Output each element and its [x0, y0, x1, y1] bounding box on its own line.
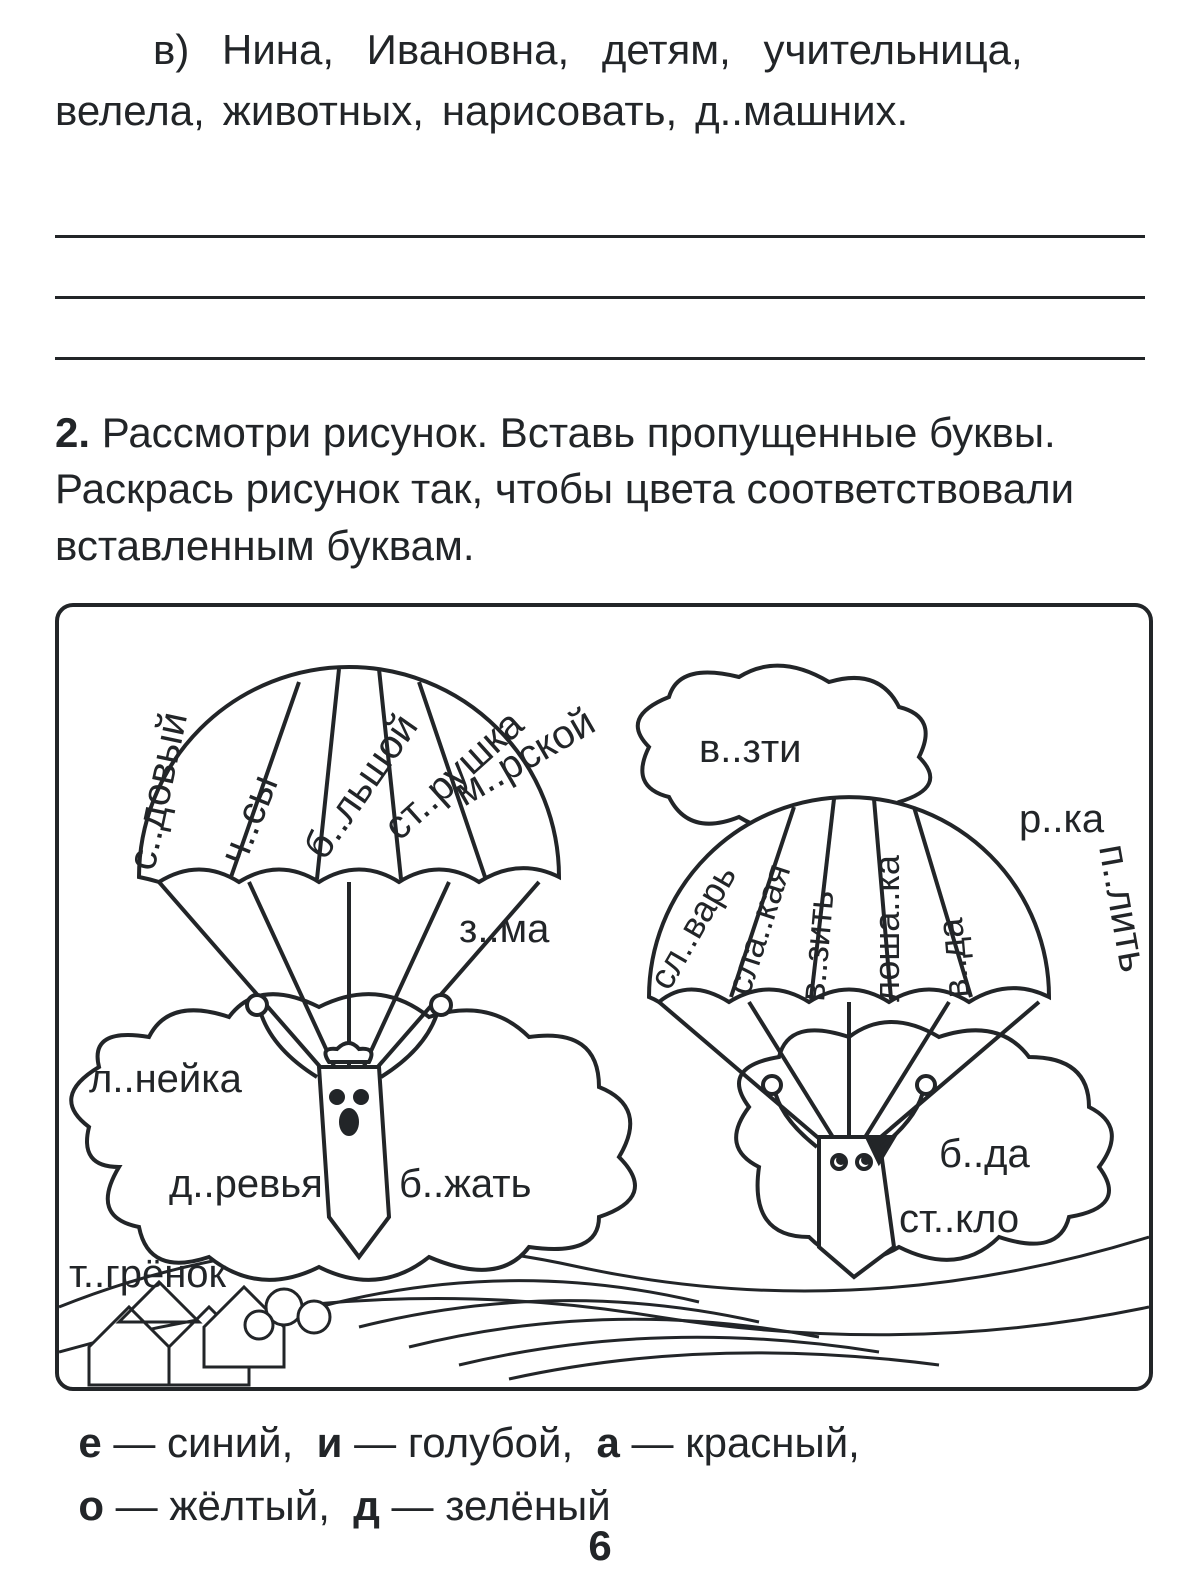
legend-color-0: синий — [167, 1419, 282, 1466]
cloud-word-br1: б..да — [939, 1132, 1030, 1176]
cloud-word-right: р..ка — [1019, 797, 1105, 841]
p2-word-4: в..да — [929, 915, 977, 999]
p2-word-3: лоша..ка — [866, 854, 907, 1002]
writing-lines — [55, 177, 1145, 360]
ex1-prefix: в) — [153, 26, 189, 73]
coloring-figure[interactable]: с..довый ч..сы б..льшой ст..рушка м..рск… — [55, 603, 1153, 1391]
writing-line[interactable] — [55, 238, 1145, 299]
legend-letter-0: е — [78, 1419, 101, 1466]
cloud-word-fbl: т..грёнок — [69, 1252, 227, 1296]
cloud-word-bl2: б..жать — [399, 1162, 531, 1206]
ex2-instruction-text: Рассмотри рисунок. Вставь пропущенные бу… — [55, 409, 1074, 569]
ex1-line2: велела, животных, нарисовать, д..машних. — [55, 87, 908, 134]
trees — [245, 1289, 330, 1339]
writing-line[interactable] — [55, 299, 1145, 360]
exercise-2-instruction: 2. Рассмотри рисунок. Вставь пропущенные… — [55, 405, 1145, 575]
color-legend: е — синий, и — голубой, а — красный, о —… — [55, 1411, 1145, 1537]
exercise-2: 2. Рассмотри рисунок. Вставь пропущенные… — [55, 405, 1145, 1537]
cloud-word-bl1: д..ревья — [169, 1162, 323, 1206]
cloud-word-mid: з..ма — [459, 907, 550, 951]
legend-color-2: красный — [685, 1419, 848, 1466]
figure-svg: с..довый ч..сы б..льшой ст..рушка м..рск… — [59, 607, 1149, 1387]
workbook-page: в) Нина, Ивановна, детям, учительница, в… — [0, 0, 1200, 1595]
cloud-word-left: л..нейка — [89, 1057, 243, 1101]
exercise-1-text: в) Нина, Ивановна, детям, учительница, в… — [55, 20, 1145, 142]
ex2-number: 2. — [55, 409, 90, 456]
page-number: 6 — [0, 1522, 1200, 1570]
legend-letter-1: и — [317, 1419, 343, 1466]
ex1-line1: Нина, Ивановна, детям, учительница, — [222, 26, 1023, 73]
legend-letter-2: а — [597, 1419, 620, 1466]
cloud-word-br2: ст..кло — [899, 1197, 1019, 1241]
cloud-word-far-right: п..лить — [1090, 841, 1149, 975]
legend-color-1: голубой — [408, 1419, 562, 1466]
writing-line[interactable] — [55, 177, 1145, 238]
cloud-word-top-right: в..зти — [699, 727, 801, 771]
